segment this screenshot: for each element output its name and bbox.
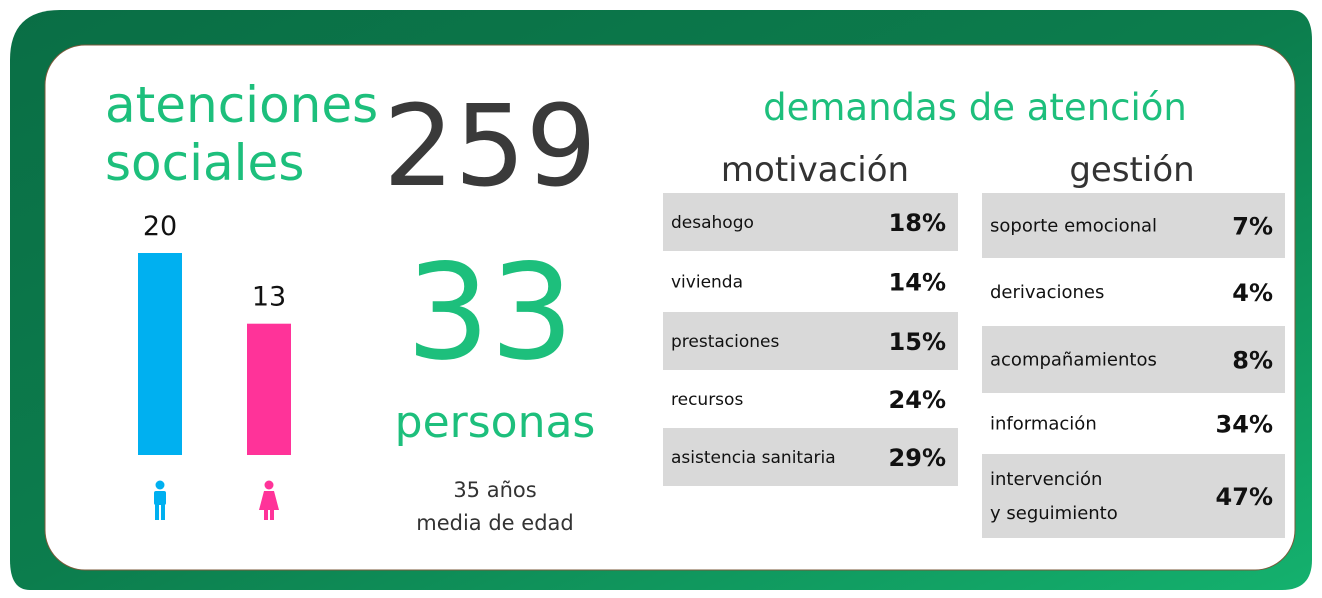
gender-bar <box>138 253 182 455</box>
row-label: y seguimiento <box>990 503 1118 524</box>
bar-label: 13 <box>252 282 286 313</box>
column-title: motivación <box>721 150 909 190</box>
row-bg <box>982 326 1285 393</box>
total: 259 <box>383 82 597 212</box>
row-label: soporte emocional <box>990 216 1157 237</box>
row-label: asistencia sanitaria <box>671 448 836 468</box>
row-value: 14% <box>889 269 946 297</box>
age-line: media de edad <box>416 511 573 535</box>
row-value: 29% <box>889 444 946 472</box>
row-label: prestaciones <box>671 332 780 352</box>
row-value: 18% <box>889 209 946 237</box>
row-value: 7% <box>1232 213 1273 241</box>
column-title: gestión <box>1069 150 1194 190</box>
people-label: personas <box>395 397 596 448</box>
female-icon <box>259 480 279 520</box>
row-bg <box>663 428 958 486</box>
row-label: derivaciones <box>990 282 1104 303</box>
row-value: 24% <box>889 386 946 414</box>
gender-bar <box>247 323 291 455</box>
row-value: 34% <box>1216 411 1273 439</box>
row-label: información <box>990 414 1097 435</box>
panel <box>44 44 1296 571</box>
row-label: desahogo <box>671 213 754 233</box>
title-line: sociales <box>105 134 304 192</box>
row-label: acompañamientos <box>990 350 1157 371</box>
title-line: atenciones <box>105 76 378 134</box>
row-value: 15% <box>889 328 946 356</box>
row-bg <box>982 193 1285 258</box>
row-label: intervención <box>990 469 1102 490</box>
male-icon <box>154 480 166 520</box>
row-label: recursos <box>671 390 743 410</box>
row-bg <box>663 312 958 370</box>
demands-title: demandas de atención <box>763 86 1187 129</box>
age-line: 35 años <box>453 478 536 502</box>
people-count: 33 <box>406 236 574 390</box>
row-value: 47% <box>1216 483 1273 511</box>
row-value: 8% <box>1232 347 1273 375</box>
row-bg <box>982 454 1285 538</box>
bar-label: 20 <box>143 211 177 242</box>
row-bg <box>663 193 958 251</box>
row-value: 4% <box>1232 279 1273 307</box>
row-label: vivienda <box>671 273 743 293</box>
